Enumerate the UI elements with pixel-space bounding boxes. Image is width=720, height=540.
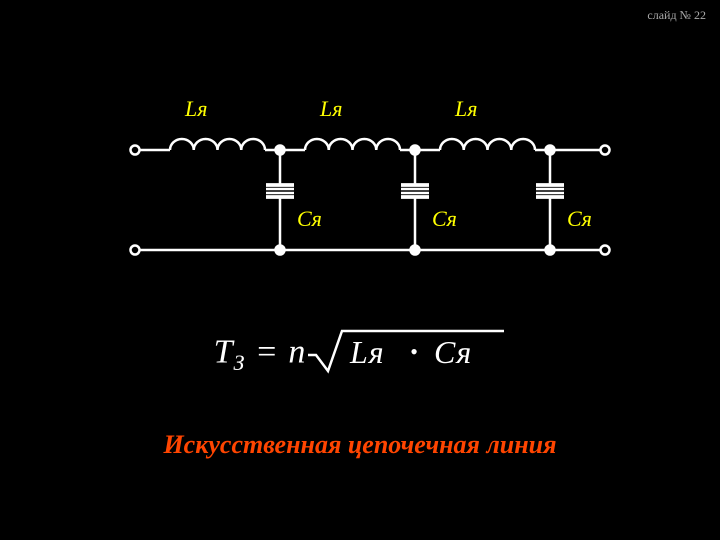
label-C2: Ся: [432, 206, 457, 232]
formula-Lya: Lя: [349, 334, 385, 370]
formula: TЗ = n Lя • Cя: [0, 325, 720, 384]
svg-text:•: •: [410, 339, 419, 364]
label-L2: Lя: [320, 96, 342, 122]
label-L3: Lя: [455, 96, 477, 122]
caption: Искусственная цепочечная линия: [0, 430, 720, 460]
label-C3: Ся: [567, 206, 592, 232]
formula-dot: •: [410, 339, 419, 364]
circuit-diagram: Lя Lя Lя Ся Ся Ся: [125, 100, 615, 275]
formula-sub: З: [234, 350, 246, 375]
formula-n: n: [288, 333, 306, 370]
radical-icon: Lя • Cя: [306, 325, 506, 384]
svg-text:Cя: Cя: [434, 334, 472, 370]
label-L1: Lя: [185, 96, 207, 122]
formula-T: T: [214, 333, 234, 370]
formula-Cya: Cя: [434, 334, 472, 370]
label-C1: Ся: [297, 206, 322, 232]
slide-number: слайд № 22: [647, 8, 706, 23]
formula-eq: =: [245, 333, 288, 370]
svg-text:Lя: Lя: [349, 334, 385, 370]
circuit-svg: [125, 100, 615, 270]
